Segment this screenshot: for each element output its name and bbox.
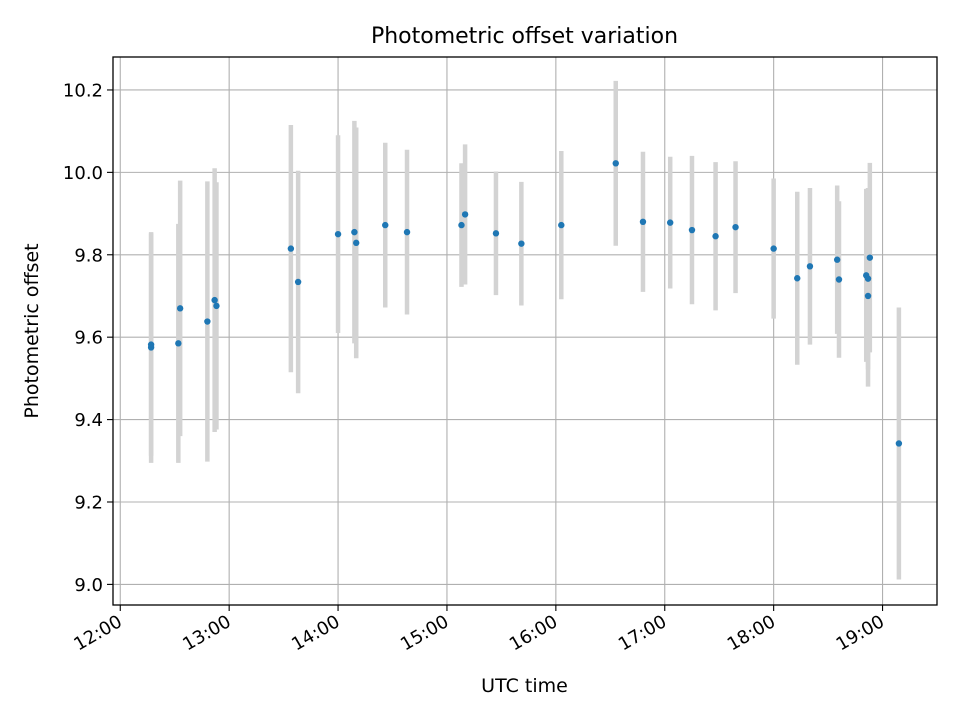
data-point bbox=[688, 226, 696, 234]
plot-frame bbox=[112, 56, 938, 606]
data-point bbox=[770, 245, 777, 252]
y-axis-label: Photometric offset bbox=[21, 243, 43, 418]
data-point bbox=[353, 239, 360, 247]
y-tick-label: 9.8 bbox=[74, 245, 103, 266]
data-point bbox=[294, 278, 302, 286]
chart-title: Photometric offset variation bbox=[371, 24, 678, 49]
data-point bbox=[864, 275, 872, 282]
y-axis-ticks: 9.0 9.2 9.4 9.6 9.8 10.0 10.2 bbox=[63, 80, 113, 596]
y-tick-label: 10.2 bbox=[63, 80, 103, 101]
data-point bbox=[334, 230, 342, 238]
data-point bbox=[712, 233, 719, 240]
data-point bbox=[176, 305, 184, 312]
data-point bbox=[835, 276, 843, 283]
data-point bbox=[147, 341, 155, 348]
data-point bbox=[639, 218, 647, 226]
data-point bbox=[806, 263, 814, 270]
data-point bbox=[204, 318, 211, 325]
data-point bbox=[287, 245, 295, 252]
data-point bbox=[492, 230, 500, 237]
data-point bbox=[864, 292, 872, 300]
data-point bbox=[175, 340, 182, 347]
data-point bbox=[211, 296, 218, 304]
data-point bbox=[558, 221, 565, 229]
data-point bbox=[895, 440, 903, 447]
data-point bbox=[833, 256, 841, 263]
y-tick-label: 10.0 bbox=[63, 163, 103, 184]
data-point bbox=[213, 302, 220, 310]
data-point bbox=[403, 228, 411, 236]
data-point bbox=[461, 211, 469, 218]
y-tick-label: 9.0 bbox=[74, 575, 103, 596]
y-tick-label: 9.2 bbox=[74, 492, 103, 513]
data-point bbox=[351, 228, 358, 236]
data-point bbox=[518, 240, 525, 247]
x-axis-label: UTC time bbox=[481, 675, 568, 697]
data-point bbox=[458, 221, 465, 229]
data-points bbox=[147, 160, 903, 447]
data-point bbox=[382, 221, 389, 229]
data-point bbox=[866, 254, 874, 261]
grid-lines bbox=[113, 57, 937, 605]
data-point bbox=[794, 275, 801, 282]
data-point bbox=[612, 160, 619, 167]
y-tick-label: 9.4 bbox=[74, 410, 103, 431]
y-tick-label: 9.6 bbox=[74, 328, 103, 349]
data-point bbox=[666, 219, 674, 226]
data-point bbox=[732, 223, 739, 231]
